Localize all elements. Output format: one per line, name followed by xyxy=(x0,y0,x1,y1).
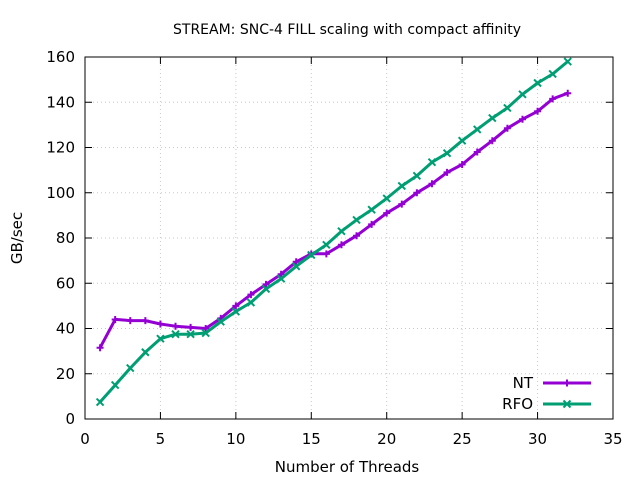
axis-ticks: 0 20 40 60 80 100 120 140 160 0 5 10 15 20 25 30 35 xyxy=(46,48,622,448)
data-point-nt xyxy=(488,137,496,145)
series-line-nt xyxy=(98,91,569,349)
data-point-nt xyxy=(413,189,421,197)
data-point-rfo xyxy=(382,194,391,203)
data-point-rfo xyxy=(457,136,467,145)
data-point-rfo xyxy=(291,262,301,271)
data-point-nt xyxy=(247,291,255,299)
y-tick-label: 140 xyxy=(46,93,75,111)
data-point-nt xyxy=(187,323,195,331)
x-tick-label: 20 xyxy=(377,430,396,448)
y-tick-label: 40 xyxy=(56,320,75,338)
data-point-nt xyxy=(202,325,210,332)
data-point-nt xyxy=(232,302,240,310)
data-point-rfo xyxy=(171,329,180,339)
y-tick-label: 0 xyxy=(65,410,75,428)
data-point-nt xyxy=(292,258,300,266)
x-tick-label: 10 xyxy=(226,430,245,448)
data-point-nt xyxy=(156,320,164,328)
data-point-rfo xyxy=(442,148,452,158)
legend-label-nt: NT xyxy=(513,374,534,392)
series-line-rfo xyxy=(98,60,569,403)
data-point-rfo xyxy=(261,284,271,294)
x-tick-label: 25 xyxy=(453,430,472,448)
data-point-rfo xyxy=(427,157,437,167)
data-point-rfo xyxy=(352,215,361,225)
data-point-rfo xyxy=(488,113,497,123)
data-point-nt xyxy=(141,317,149,325)
data-point-rfo xyxy=(276,274,286,283)
data-point-nt xyxy=(96,344,104,352)
data-point-rfo xyxy=(322,240,331,249)
data-point-rfo xyxy=(397,181,407,191)
y-tick-label: 60 xyxy=(56,274,75,292)
data-point-rfo xyxy=(216,317,225,326)
legend-marker-nt xyxy=(563,379,571,387)
data-point-nt xyxy=(126,317,134,325)
grid xyxy=(85,57,613,419)
data-point-rfo xyxy=(246,298,256,307)
data-point-rfo xyxy=(126,363,135,373)
chart-title: STREAM: SNC-4 FILL scaling with compact … xyxy=(173,22,521,38)
legend-marker-rfo xyxy=(562,399,572,409)
series-group xyxy=(95,57,572,407)
data-point-nt xyxy=(534,107,542,115)
data-point-nt xyxy=(443,168,451,176)
data-point-nt xyxy=(172,322,180,330)
data-point-nt xyxy=(383,209,391,217)
data-point-nt xyxy=(428,180,436,188)
series-nt xyxy=(96,89,572,352)
data-point-nt xyxy=(111,315,119,323)
data-point-rfo xyxy=(533,78,542,88)
data-point-nt xyxy=(564,89,572,97)
data-point-nt xyxy=(262,280,270,288)
data-point-rfo xyxy=(307,250,316,260)
data-point-rfo xyxy=(186,329,195,339)
data-point-rfo xyxy=(563,57,572,66)
data-point-rfo xyxy=(141,348,150,357)
data-point-nt xyxy=(503,124,511,132)
data-point-nt xyxy=(398,200,406,208)
data-point-nt xyxy=(549,95,557,103)
legend: NT RFO xyxy=(502,374,591,413)
data-point-nt xyxy=(337,241,345,249)
data-point-rfo xyxy=(156,334,165,343)
data-point-nt xyxy=(322,250,330,258)
data-point-nt xyxy=(518,115,526,123)
data-point-rfo xyxy=(367,205,376,214)
x-tick-label: 35 xyxy=(603,430,622,448)
data-point-rfo xyxy=(503,103,512,113)
data-point-rfo xyxy=(548,69,557,79)
data-point-nt xyxy=(473,148,481,156)
x-axis-label: Number of Threads xyxy=(275,458,420,476)
data-point-rfo xyxy=(412,171,422,180)
y-axis-label: GB/sec xyxy=(8,212,26,264)
y-tick-label: 80 xyxy=(56,229,75,247)
data-point-rfo xyxy=(231,307,241,316)
y-tick-label: 120 xyxy=(46,139,75,157)
x-tick-label: 30 xyxy=(528,430,547,448)
data-point-rfo xyxy=(337,227,346,236)
y-tick-label: 100 xyxy=(46,184,75,202)
data-point-rfo xyxy=(473,125,482,134)
y-tick-label: 20 xyxy=(56,365,75,383)
x-tick-label: 15 xyxy=(302,430,321,448)
data-point-nt xyxy=(368,220,376,228)
series-rfo xyxy=(95,57,572,407)
data-point-nt xyxy=(458,160,466,168)
data-point-nt xyxy=(277,270,285,278)
y-tick-label: 160 xyxy=(46,48,75,66)
data-point-rfo xyxy=(518,90,527,99)
legend-label-rfo: RFO xyxy=(502,395,533,413)
data-point-nt xyxy=(353,232,361,240)
x-tick-label: 5 xyxy=(156,430,166,448)
data-point-rfo xyxy=(201,328,210,338)
data-point-rfo xyxy=(110,380,120,390)
x-tick-label: 0 xyxy=(80,430,90,448)
data-point-rfo xyxy=(95,397,105,407)
